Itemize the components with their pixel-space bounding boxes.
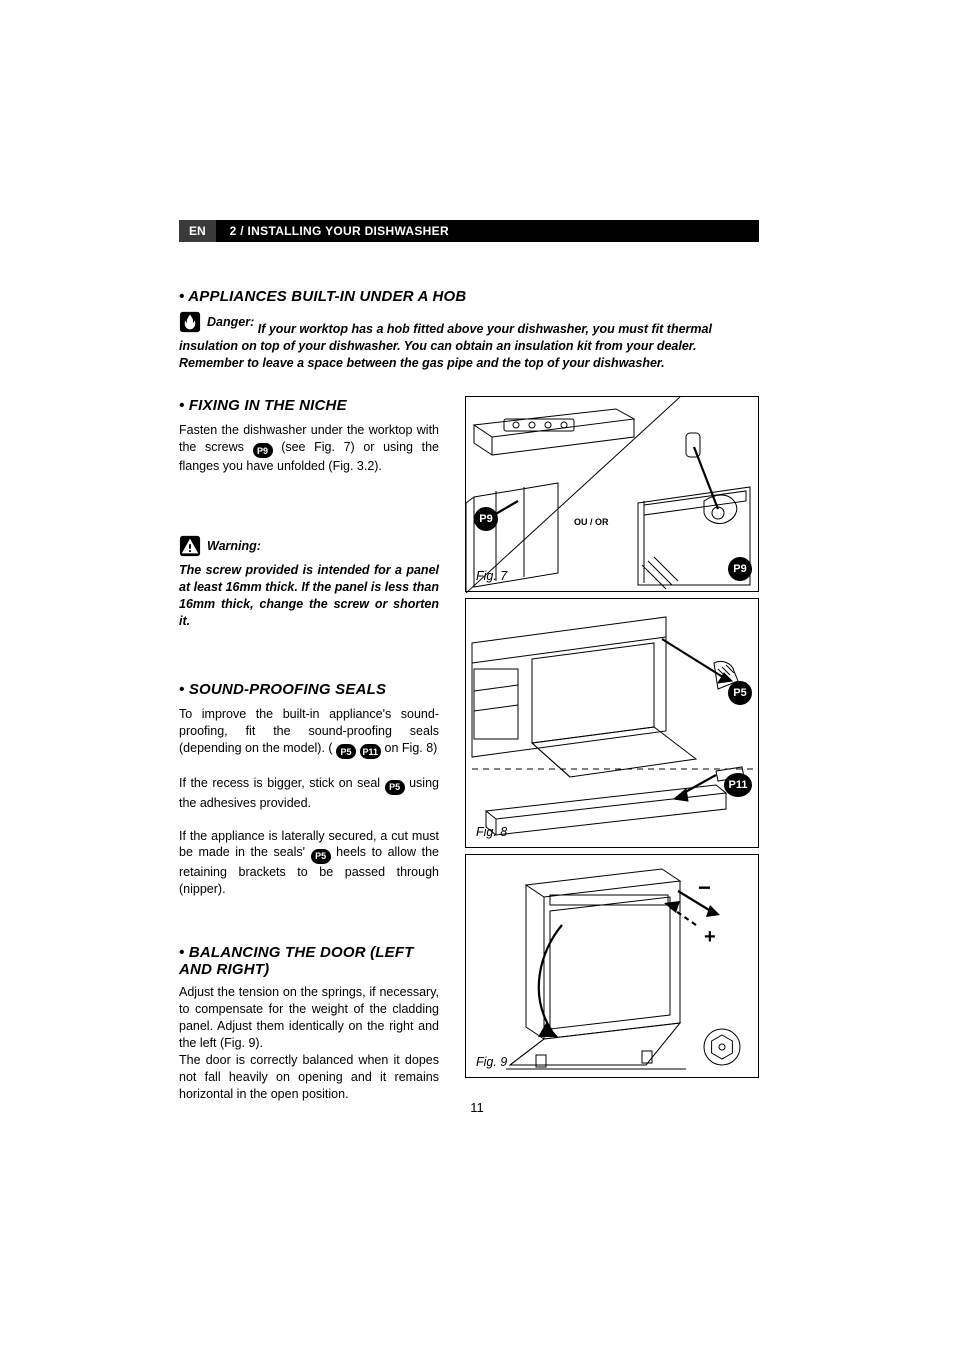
- balancing-para2: The door is correctly balanced when it d…: [179, 1052, 439, 1103]
- fig9-minus: −: [698, 875, 711, 900]
- danger-notice: Danger: If your worktop has a hob fitted…: [179, 311, 759, 372]
- flame-icon: [179, 311, 201, 333]
- sound-para1: To improve the built-in appliance's soun…: [179, 706, 439, 759]
- fig8-caption: Fig. 8: [476, 825, 507, 839]
- pill-p11-inline: P11: [360, 744, 382, 759]
- pill-p9-inline: P9: [253, 443, 273, 458]
- page: EN 2 / INSTALLING YOUR DISHWASHER • APPL…: [179, 220, 759, 1102]
- heading-balancing: • BALANCING THE DOOR (LEFT AND RIGHT): [179, 944, 439, 979]
- section-hob: • APPLIANCES BUILT-IN UNDER A HOB Danger…: [179, 288, 759, 372]
- sound-para3: If the appliance is laterally secured, a…: [179, 828, 439, 898]
- heading-sound: • SOUND-PROOFING SEALS: [179, 680, 439, 700]
- content: • APPLIANCES BUILT-IN UNDER A HOB Danger…: [179, 288, 759, 1102]
- right-column: OU / OR P9 P9 Fig. 7: [465, 396, 759, 1103]
- section-balancing: • BALANCING THE DOOR (LEFT AND RIGHT) Ad…: [179, 944, 439, 1103]
- fig7-or-label: OU / OR: [574, 517, 609, 527]
- balancing-para1: Adjust the tension on the springs, if ne…: [179, 984, 439, 1052]
- section-sound: • SOUND-PROOFING SEALS To improve the bu…: [179, 680, 439, 898]
- fig9-caption: Fig. 9: [476, 1055, 507, 1069]
- fig8-badge-p11: P11: [724, 773, 752, 797]
- left-column: • FIXING IN THE NICHE Fasten the dishwas…: [179, 396, 439, 1103]
- figure-9-svg: − +: [466, 855, 760, 1079]
- warning-label: Warning:: [207, 538, 261, 555]
- fig7-badge-left: P9: [474, 507, 498, 531]
- figure-8: P5 P11 Fig. 8: [465, 598, 759, 848]
- heading-hob: • APPLIANCES BUILT-IN UNDER A HOB: [179, 288, 759, 305]
- warning-notice: Warning: The screw provided is intended …: [179, 535, 439, 629]
- warning-text: The screw provided is intended for a pan…: [179, 562, 439, 630]
- danger-text: If your worktop has a hob fitted above y…: [179, 322, 712, 370]
- pill-p5-inline-3: P5: [311, 849, 331, 864]
- fig9-plus: +: [704, 926, 716, 948]
- page-number: 11: [0, 1100, 954, 1115]
- sound-p2-a: If the recess is bigger, stick on seal: [179, 776, 385, 790]
- figure-9: − + Fig. 9: [465, 854, 759, 1078]
- sound-p1-b: on Fig. 8): [385, 741, 438, 755]
- fig8-badge-p5: P5: [728, 681, 752, 705]
- fig7-badge-right: P9: [728, 557, 752, 581]
- fig7-caption: Fig. 7: [476, 569, 507, 583]
- pill-p5-inline-2: P5: [385, 780, 405, 795]
- sound-para2: If the recess is bigger, stick on seal P…: [179, 775, 439, 811]
- pill-p5-inline-1: P5: [336, 744, 356, 759]
- heading-fixing: • FIXING IN THE NICHE: [179, 396, 439, 416]
- figure-7-svg: OU / OR: [466, 397, 760, 593]
- danger-label: Danger:: [207, 314, 254, 331]
- header-title: 2 / INSTALLING YOUR DISHWASHER: [216, 220, 759, 242]
- header-bar: EN 2 / INSTALLING YOUR DISHWASHER: [179, 220, 759, 242]
- figure-8-svg: [466, 599, 760, 849]
- fixing-para: Fasten the dishwasher under the worktop …: [179, 422, 439, 475]
- two-column-area: • FIXING IN THE NICHE Fasten the dishwas…: [179, 396, 759, 1103]
- figure-7: OU / OR P9 P9 Fig. 7: [465, 396, 759, 592]
- header-lang-badge: EN: [179, 220, 216, 242]
- warning-triangle-icon: [179, 535, 201, 557]
